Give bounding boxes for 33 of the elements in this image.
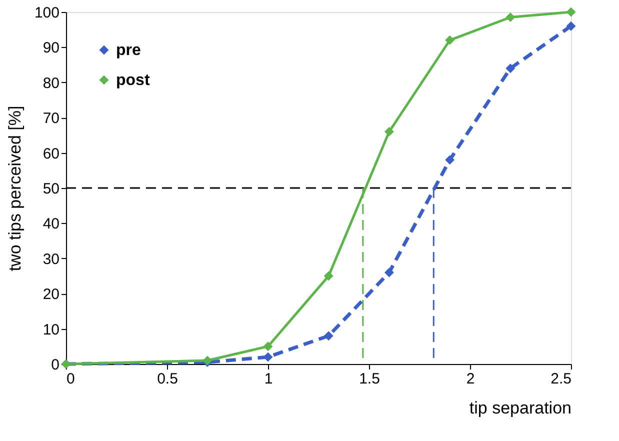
point — [445, 155, 455, 165]
y-tick-label: 100 — [34, 4, 60, 22]
x-tick-label: 1 — [264, 370, 273, 388]
legend-label: post — [116, 72, 150, 89]
y-tick-label: 70 — [42, 110, 60, 128]
y-tick-label: 40 — [42, 216, 60, 233]
point — [445, 35, 455, 45]
x-tick-label: 2.5 — [550, 370, 572, 388]
point — [384, 126, 394, 136]
x-tick-label: 0 — [66, 370, 75, 388]
point — [324, 271, 334, 281]
y-tick-label: 60 — [42, 145, 60, 162]
y-tick-label: 20 — [42, 286, 60, 304]
x-tick-label: 1.5 — [359, 370, 380, 388]
point — [566, 21, 576, 31]
y-axis-title: two tips perceived [%] — [5, 106, 24, 272]
y-tick-label: 10 — [42, 321, 60, 338]
legend-label: pre — [116, 42, 141, 59]
y-tick-label: 80 — [42, 74, 60, 92]
y-tick-label: 0 — [51, 356, 60, 374]
x-axis-title: tip separation — [469, 398, 572, 418]
y-tick-label: 30 — [42, 250, 60, 268]
point — [566, 7, 576, 17]
y-tick-label: 90 — [42, 40, 60, 57]
point — [506, 64, 516, 74]
x-tick-label: 2 — [466, 370, 475, 388]
y-tick-label: 50 — [42, 180, 60, 198]
point — [263, 352, 273, 362]
point — [324, 331, 334, 341]
point — [384, 268, 394, 278]
point — [506, 12, 516, 22]
point — [263, 342, 273, 352]
x-tick-label: 0.5 — [157, 370, 178, 388]
